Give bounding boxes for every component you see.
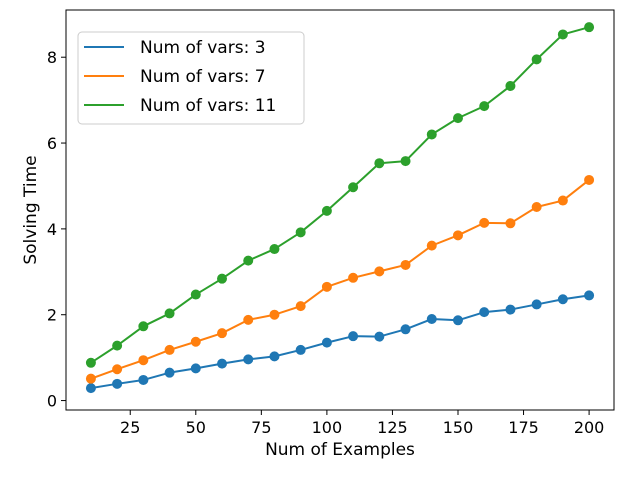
y-tick-label: 4 xyxy=(47,220,57,239)
data-point xyxy=(400,156,411,167)
plot-area xyxy=(85,22,595,394)
y-tick-label: 8 xyxy=(47,48,57,67)
data-point xyxy=(321,337,332,348)
data-point xyxy=(348,272,359,283)
data-point xyxy=(217,328,228,339)
legend-label: Num of vars: 3 xyxy=(140,38,266,58)
data-point xyxy=(269,351,280,362)
data-point xyxy=(217,273,228,284)
data-point xyxy=(479,217,490,228)
data-point xyxy=(321,205,332,216)
series-2 xyxy=(85,174,595,384)
data-point xyxy=(164,344,175,355)
data-point xyxy=(190,289,201,300)
data-point xyxy=(269,244,280,255)
x-tick-label: 125 xyxy=(377,418,408,437)
legend-label: Num of vars: 11 xyxy=(140,96,276,116)
series-3 xyxy=(85,22,595,368)
data-point xyxy=(243,354,254,365)
x-tick-label: 100 xyxy=(312,418,343,437)
data-point xyxy=(138,355,149,366)
x-tick-label: 50 xyxy=(186,418,206,437)
data-point xyxy=(85,357,96,368)
data-point xyxy=(452,230,463,241)
x-axis-label: Num of Examples xyxy=(265,440,415,460)
data-point xyxy=(138,374,149,385)
data-point xyxy=(217,358,228,369)
data-point xyxy=(295,344,306,355)
data-point xyxy=(164,367,175,378)
data-point xyxy=(426,129,437,140)
y-tick-label: 0 xyxy=(47,392,57,411)
data-point xyxy=(505,304,516,315)
data-point xyxy=(452,315,463,326)
data-point xyxy=(557,195,568,206)
series-line xyxy=(89,25,591,365)
data-point xyxy=(295,227,306,238)
data-point xyxy=(321,281,332,292)
data-point xyxy=(112,340,123,351)
x-tick-label: 150 xyxy=(443,418,474,437)
data-point xyxy=(348,182,359,193)
x-tick-label: 25 xyxy=(120,418,140,437)
data-point xyxy=(112,378,123,389)
data-point xyxy=(243,314,254,325)
data-point xyxy=(531,299,542,310)
data-point xyxy=(479,101,490,112)
data-point xyxy=(374,158,385,169)
legend-item: Num of vars: 3 xyxy=(84,38,266,58)
data-point xyxy=(112,364,123,375)
series-1 xyxy=(85,290,595,394)
data-point xyxy=(374,331,385,342)
data-point xyxy=(85,383,96,394)
legend-box xyxy=(77,31,305,125)
axes: 25 50 75 100 125 150 175 200 0 2 4 6 8 xyxy=(47,9,615,437)
x-tick-label: 75 xyxy=(251,418,271,437)
y-axis-label: Solving Time xyxy=(21,155,41,264)
data-point xyxy=(531,54,542,65)
x-tick-label: 200 xyxy=(574,418,605,437)
data-point xyxy=(584,22,595,33)
data-point xyxy=(295,301,306,312)
data-point xyxy=(426,314,437,325)
legend-item: Num of vars: 7 xyxy=(84,67,266,87)
data-point xyxy=(269,309,280,320)
legend-item: Num of vars: 11 xyxy=(84,96,276,116)
data-point xyxy=(243,255,254,266)
x-tick-label: 175 xyxy=(508,418,539,437)
y-tick-label: 6 xyxy=(47,134,57,153)
data-point xyxy=(584,290,595,301)
legend: Num of vars: 3 Num of vars: 7 Num of vars:… xyxy=(77,31,305,125)
data-point xyxy=(505,218,516,229)
data-point xyxy=(400,324,411,335)
data-point xyxy=(557,29,568,40)
data-point xyxy=(479,307,490,318)
data-point xyxy=(190,363,201,374)
data-point xyxy=(190,336,201,347)
data-point xyxy=(557,294,568,305)
data-point xyxy=(505,80,516,91)
axes-frame xyxy=(65,9,615,411)
data-point xyxy=(400,259,411,270)
data-point xyxy=(374,266,385,277)
data-point xyxy=(348,331,359,342)
legend-label: Num of vars: 7 xyxy=(140,67,266,87)
data-point xyxy=(164,308,175,319)
data-point xyxy=(531,202,542,212)
data-point xyxy=(452,113,463,124)
data-point xyxy=(426,240,437,251)
data-point xyxy=(85,373,96,384)
data-point xyxy=(584,174,595,185)
y-tick-label: 2 xyxy=(47,306,57,325)
data-point xyxy=(138,321,149,332)
